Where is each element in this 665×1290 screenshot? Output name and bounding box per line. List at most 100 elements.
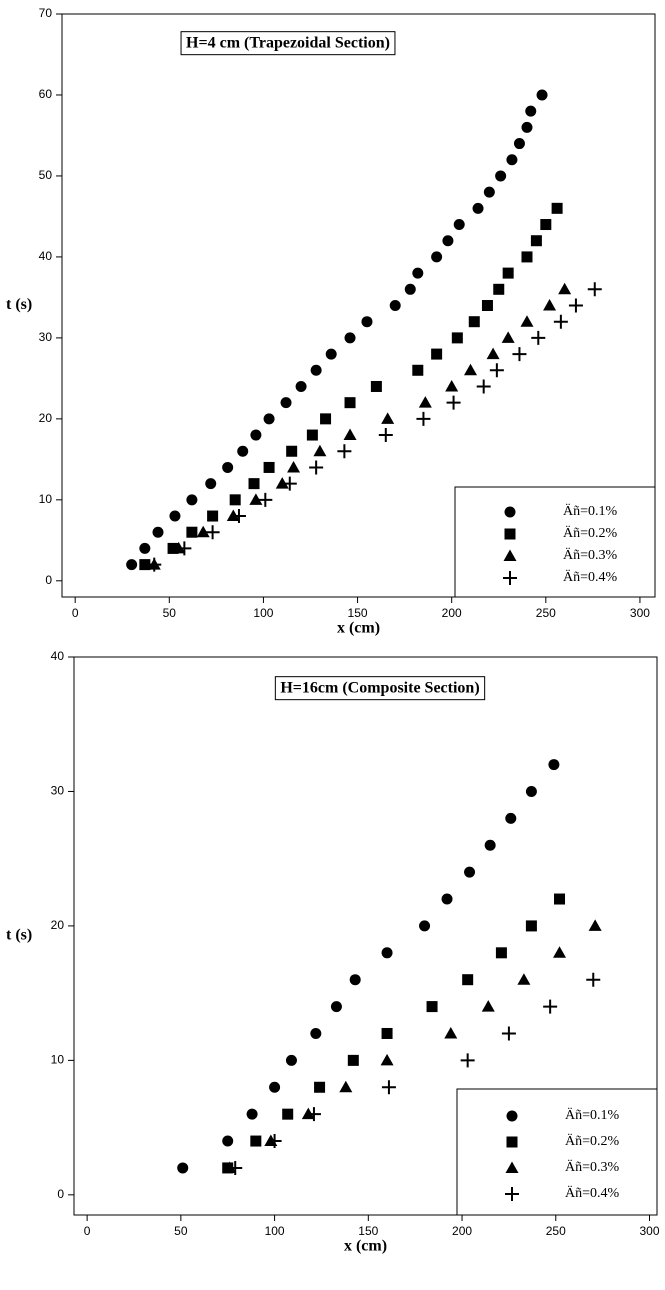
point [476,379,491,394]
y-tick-label: 40 [39,249,53,263]
point [282,476,297,491]
point [484,839,496,851]
point [287,460,301,473]
point [442,235,454,247]
x-tick-label: 150 [358,1224,378,1238]
point [431,348,443,360]
legend-marker [506,1110,518,1122]
point [587,282,602,297]
legend-box [456,1088,658,1216]
legend-marker [506,1136,518,1148]
point [169,510,181,522]
point [310,364,322,376]
legend-label: Äñ=0.4% [563,568,618,585]
x-tick-label: 0 [84,1224,91,1238]
point [126,559,138,571]
point [568,298,583,313]
point [431,251,443,263]
point [441,893,453,905]
point [285,1054,297,1066]
point [246,1108,258,1120]
point [558,282,572,295]
y-axis-label: t (s) [6,296,32,313]
point [381,1027,393,1039]
point [502,267,514,279]
legend-marker [504,506,516,518]
chart-title: H=4 cm (Trapezoidal Section) [186,35,390,52]
point [222,461,234,473]
point [543,999,558,1014]
point [313,444,327,457]
point [553,314,568,329]
x-tick-label: 200 [442,606,462,620]
y-tick-label: 60 [39,87,53,101]
point [139,542,151,554]
point [370,380,382,392]
plot-frame [61,13,656,598]
legend-label: Äñ=0.4% [565,1184,620,1201]
y-tick-label: 0 [57,1187,64,1201]
point [263,413,275,425]
point [525,105,537,117]
point [489,363,504,378]
x-tick-label: 300 [630,606,650,620]
point [205,525,220,540]
point [506,154,518,166]
legend-label: Äñ=0.1% [565,1106,620,1123]
point [540,219,552,231]
point [520,315,534,327]
y-tick-label: 0 [45,573,52,587]
point [464,866,476,878]
y-tick-label: 30 [51,784,65,798]
x-tick-label: 0 [72,606,79,620]
point [451,332,463,344]
x-tick-label: 300 [639,1224,659,1238]
legend-label: Äñ=0.3% [563,546,618,563]
point [337,444,352,459]
y-tick-label: 20 [51,918,65,932]
y-tick-label: 10 [51,1053,65,1067]
point [250,429,262,441]
point [513,138,525,150]
point [349,974,361,986]
point [462,974,474,986]
point [472,202,484,214]
point [530,235,542,247]
point [536,89,548,101]
legend-box [454,486,656,598]
x-tick-label: 50 [163,606,177,620]
y-tick-label: 20 [39,411,53,425]
legend-marker [505,1161,519,1173]
point [347,1054,359,1066]
point [237,445,249,457]
point [464,363,478,376]
point [505,812,517,824]
point [267,1134,282,1149]
point [389,300,401,311]
point [404,283,416,295]
point [205,478,217,490]
point [381,412,395,424]
legend-label: Äñ=0.2% [563,524,618,541]
point [186,526,198,538]
point [344,397,356,409]
y-tick-label: 50 [39,168,53,182]
point [309,460,324,475]
point [282,1108,294,1120]
x-axis-label: x (cm) [344,1238,387,1255]
point [248,478,260,490]
point [378,428,393,443]
point [381,947,393,959]
y-tick-label: 70 [39,6,53,20]
point [446,395,461,410]
point [445,379,459,392]
point [495,170,507,182]
point [483,186,495,198]
point [228,1160,243,1175]
point [521,121,533,133]
point [310,1027,322,1039]
x-tick-label: 50 [174,1224,188,1238]
point [344,332,356,344]
point [521,251,533,263]
point [453,219,465,231]
